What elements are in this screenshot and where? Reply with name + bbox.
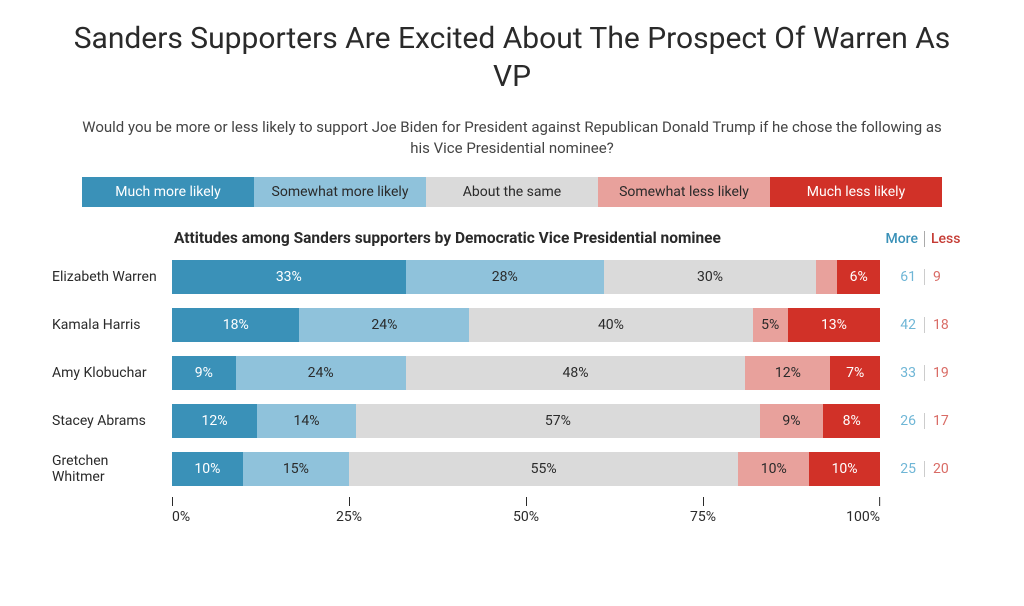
summary-less-value: 20 [924,461,968,477]
bar-segment-much_less: 8% [823,404,880,438]
stacked-bar: 33%28%30% 6% [172,260,880,294]
row-label: Elizabeth Warren [52,269,172,285]
bar-segment-much_less: 13% [788,308,880,342]
axis-tick: 75% [690,497,716,525]
summary-header-more: More [880,231,924,247]
row-summary: 2617 [880,413,972,429]
tick-mark [349,497,350,506]
bar-segment-much_more: 10% [172,452,243,486]
axis-tick: 100% [846,497,880,525]
row-summary: 2520 [880,461,972,477]
bar-segment-some_more: 15% [243,452,349,486]
bar-segment-much_less: 10% [809,452,880,486]
summary-more-value: 42 [880,317,924,333]
summary-less-value: 9 [924,269,968,285]
summary-less-value: 17 [924,413,968,429]
bar-segment-much_more: 12% [172,404,257,438]
axis-tick: 25% [336,497,362,525]
summary-header: More Less [880,231,968,247]
bar-segment-same: 57% [356,404,760,438]
data-row: Kamala Harris18%24%40%5%13%4218 [52,305,972,345]
stacked-bar: 12%14%57%9%8% [172,404,880,438]
data-row: Amy Klobuchar9%24%48%12%7%3319 [52,353,972,393]
chart-subtitle: Attitudes among Sanders supporters by De… [172,229,880,247]
summary-more-value: 61 [880,269,924,285]
legend-item: Somewhat less likely [598,177,770,207]
tick-label: 50% [513,509,539,525]
chart-area: Attitudes among Sanders supporters by De… [52,229,972,529]
bar-segment-much_more: 18% [172,308,299,342]
tick-label: 25% [336,509,362,525]
bar-segment-much_more: 9% [172,356,236,390]
tick-mark [703,497,704,506]
axis-tick: 50% [513,497,539,525]
tick-label: 100% [846,509,880,525]
bar-segment-some_less: 10% [738,452,809,486]
legend-item: Much less likely [770,177,942,207]
summary-more-value: 33 [880,365,924,381]
bar-segment-some_more: 14% [257,404,356,438]
bar-segment-some_less: 5% [753,308,788,342]
bar-segment-same: 55% [349,452,738,486]
bar-segment-some_more: 28% [406,260,604,294]
summary-more-value: 26 [880,413,924,429]
bar-segment-some_less: 12% [745,356,830,390]
row-label: Amy Klobuchar [52,365,172,381]
stacked-bar: 10%15%55%10%10% [172,452,880,486]
summary-less-value: 19 [924,365,968,381]
row-summary: 619 [880,269,972,285]
legend-item: Somewhat more likely [254,177,426,207]
tick-mark [526,497,527,506]
bar-segment-same: 48% [406,356,746,390]
bar-segment-some_more: 24% [236,356,406,390]
stacked-bar: 9%24%48%12%7% [172,356,880,390]
bar-segment-much_more: 33% [172,260,406,294]
bar-segment-much_less: 7% [830,356,880,390]
row-label: Kamala Harris [52,317,172,333]
bar-segment-same: 30% [604,260,816,294]
axis-tick: 0% [172,497,190,525]
bar-segment-some_less: 9% [760,404,824,438]
summary-header-less: Less [924,231,968,247]
bar-segment-some_less [816,260,837,294]
chart-title: Sanders Supporters Are Excited About The… [40,20,984,95]
tick-label: 75% [690,509,716,525]
summary-more-value: 25 [880,461,924,477]
data-row: Gretchen Whitmer10%15%55%10%10%2520 [52,449,972,489]
tick-mark [879,497,880,506]
data-row: Stacey Abrams12%14%57%9%8%2617 [52,401,972,441]
bar-segment-same: 40% [469,308,752,342]
row-label: Stacey Abrams [52,413,172,429]
data-row: Elizabeth Warren33%28%30% 6%619 [52,257,972,297]
x-axis: 0% 25% 50% 75% 100% [52,497,972,529]
legend-item: About the same [426,177,598,207]
row-label: Gretchen Whitmer [52,453,172,485]
summary-less-value: 18 [924,317,968,333]
stacked-bar: 18%24%40%5%13% [172,308,880,342]
bar-segment-some_more: 24% [299,308,469,342]
chart-subtitle-question: Would you be more or less likely to supp… [40,117,984,159]
legend-item: Much more likely [82,177,254,207]
row-summary: 4218 [880,317,972,333]
tick-label: 0% [172,509,190,525]
bar-segment-much_less: 6% [837,260,879,294]
legend: Much more likelySomewhat more likelyAbou… [82,177,942,207]
row-summary: 3319 [880,365,972,381]
tick-mark [172,497,173,506]
